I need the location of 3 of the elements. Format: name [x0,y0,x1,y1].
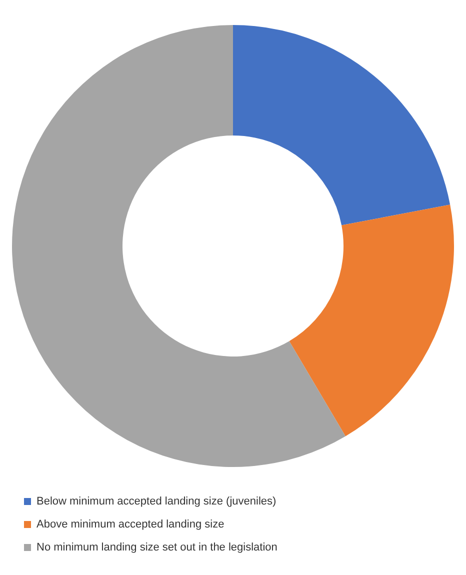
legend-label: No minimum landing size set out in the legislation [36,542,278,554]
legend-label: Below minimum accepted landing size (juveniles) [36,496,276,508]
legend-label: Above minimum accepted landing size [36,518,224,531]
